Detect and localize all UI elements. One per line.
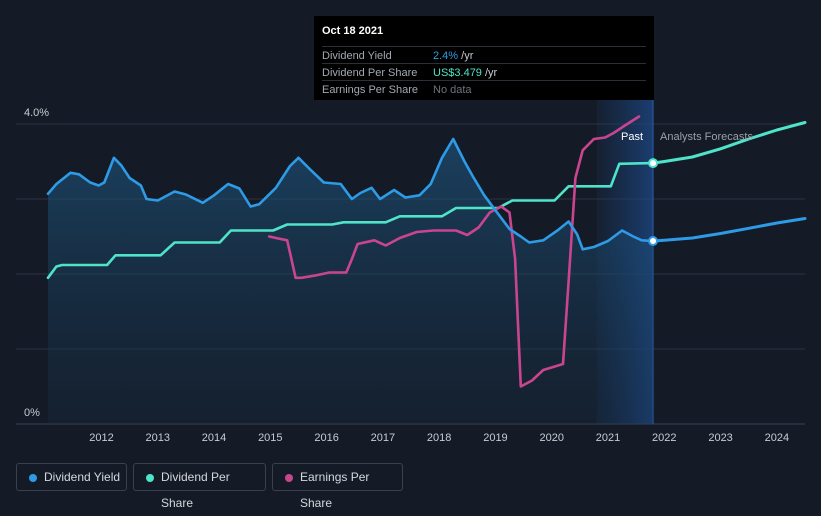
x-tick-label: 2019 (483, 432, 507, 444)
tooltip-row-earnings-per-share: Earnings Per Share No data (322, 80, 646, 98)
legend-dot-icon (29, 474, 37, 482)
x-tick-label: 2016 (314, 432, 338, 444)
legend-label: Dividend Per Share (161, 470, 230, 510)
x-tick-label: 2015 (258, 432, 282, 444)
forecast-label: Analysts Forecasts (660, 131, 753, 143)
legend-dot-icon (146, 474, 154, 482)
past-label: Past (621, 131, 643, 143)
x-tick-label: 2024 (765, 432, 789, 444)
x-tick-label: 2018 (427, 432, 451, 444)
dividend-yield-forecast-line (651, 217, 807, 243)
dividend-per-share-line (46, 161, 655, 280)
legend-dividend-per-share[interactable]: Dividend Per Share (133, 463, 266, 510)
x-tick-label: 2014 (202, 432, 226, 444)
dividend-per-share-forecast-line (651, 121, 807, 165)
tooltip-label: Dividend Yield (322, 50, 392, 62)
tooltip-row-dividend-yield: Dividend Yield 2.4% /yr (322, 46, 646, 64)
dividend-yield-line (46, 137, 655, 251)
dividend-yield-area (48, 139, 653, 424)
tooltip-label: Earnings Per Share (322, 84, 418, 96)
x-tick-label: 2020 (539, 432, 563, 444)
series-lines (46, 115, 807, 388)
x-tick-label: 2017 (371, 432, 395, 444)
yield-today-marker (648, 236, 659, 246)
x-tick-label: 2013 (146, 432, 170, 444)
chart-tooltip: Oct 18 2021 Dividend Yield 2.4% /yr Divi… (314, 16, 654, 100)
axis-labels: 4.0% 0% 2012 2013 2014 2015 2016 2017 2018 2019 20… (24, 107, 789, 444)
legend-dividend-yield[interactable]: Dividend Yield (16, 463, 127, 491)
legend-label: Dividend Yield (44, 470, 121, 484)
dividend-yield-area-fill (48, 139, 653, 424)
legend-dot-icon (285, 474, 293, 482)
legend-label: Earnings Per Share (300, 470, 370, 510)
tooltip-value: No data (433, 84, 472, 96)
tooltip-label: Dividend Per Share (322, 67, 418, 79)
y-axis-label: 4.0% (24, 107, 49, 119)
current-value-markers (648, 158, 659, 246)
earnings-per-share-line (267, 115, 641, 388)
x-tick-label: 2012 (89, 432, 113, 444)
y-axis-label: 0% (24, 407, 40, 419)
tooltip-value: US$3.479 /yr (433, 67, 498, 79)
tooltip-value: 2.4% /yr (433, 50, 474, 62)
tooltip-row-dividend-per-share: Dividend Per Share US$3.479 /yr (322, 63, 646, 81)
x-tick-label: 2023 (708, 432, 732, 444)
dps-today-marker (648, 158, 659, 169)
legend-earnings-per-share[interactable]: Earnings Per Share (272, 463, 403, 510)
tooltip-date: Oct 18 2021 (322, 25, 384, 37)
x-tick-label: 2021 (596, 432, 620, 444)
x-tick-label: 2022 (652, 432, 676, 444)
